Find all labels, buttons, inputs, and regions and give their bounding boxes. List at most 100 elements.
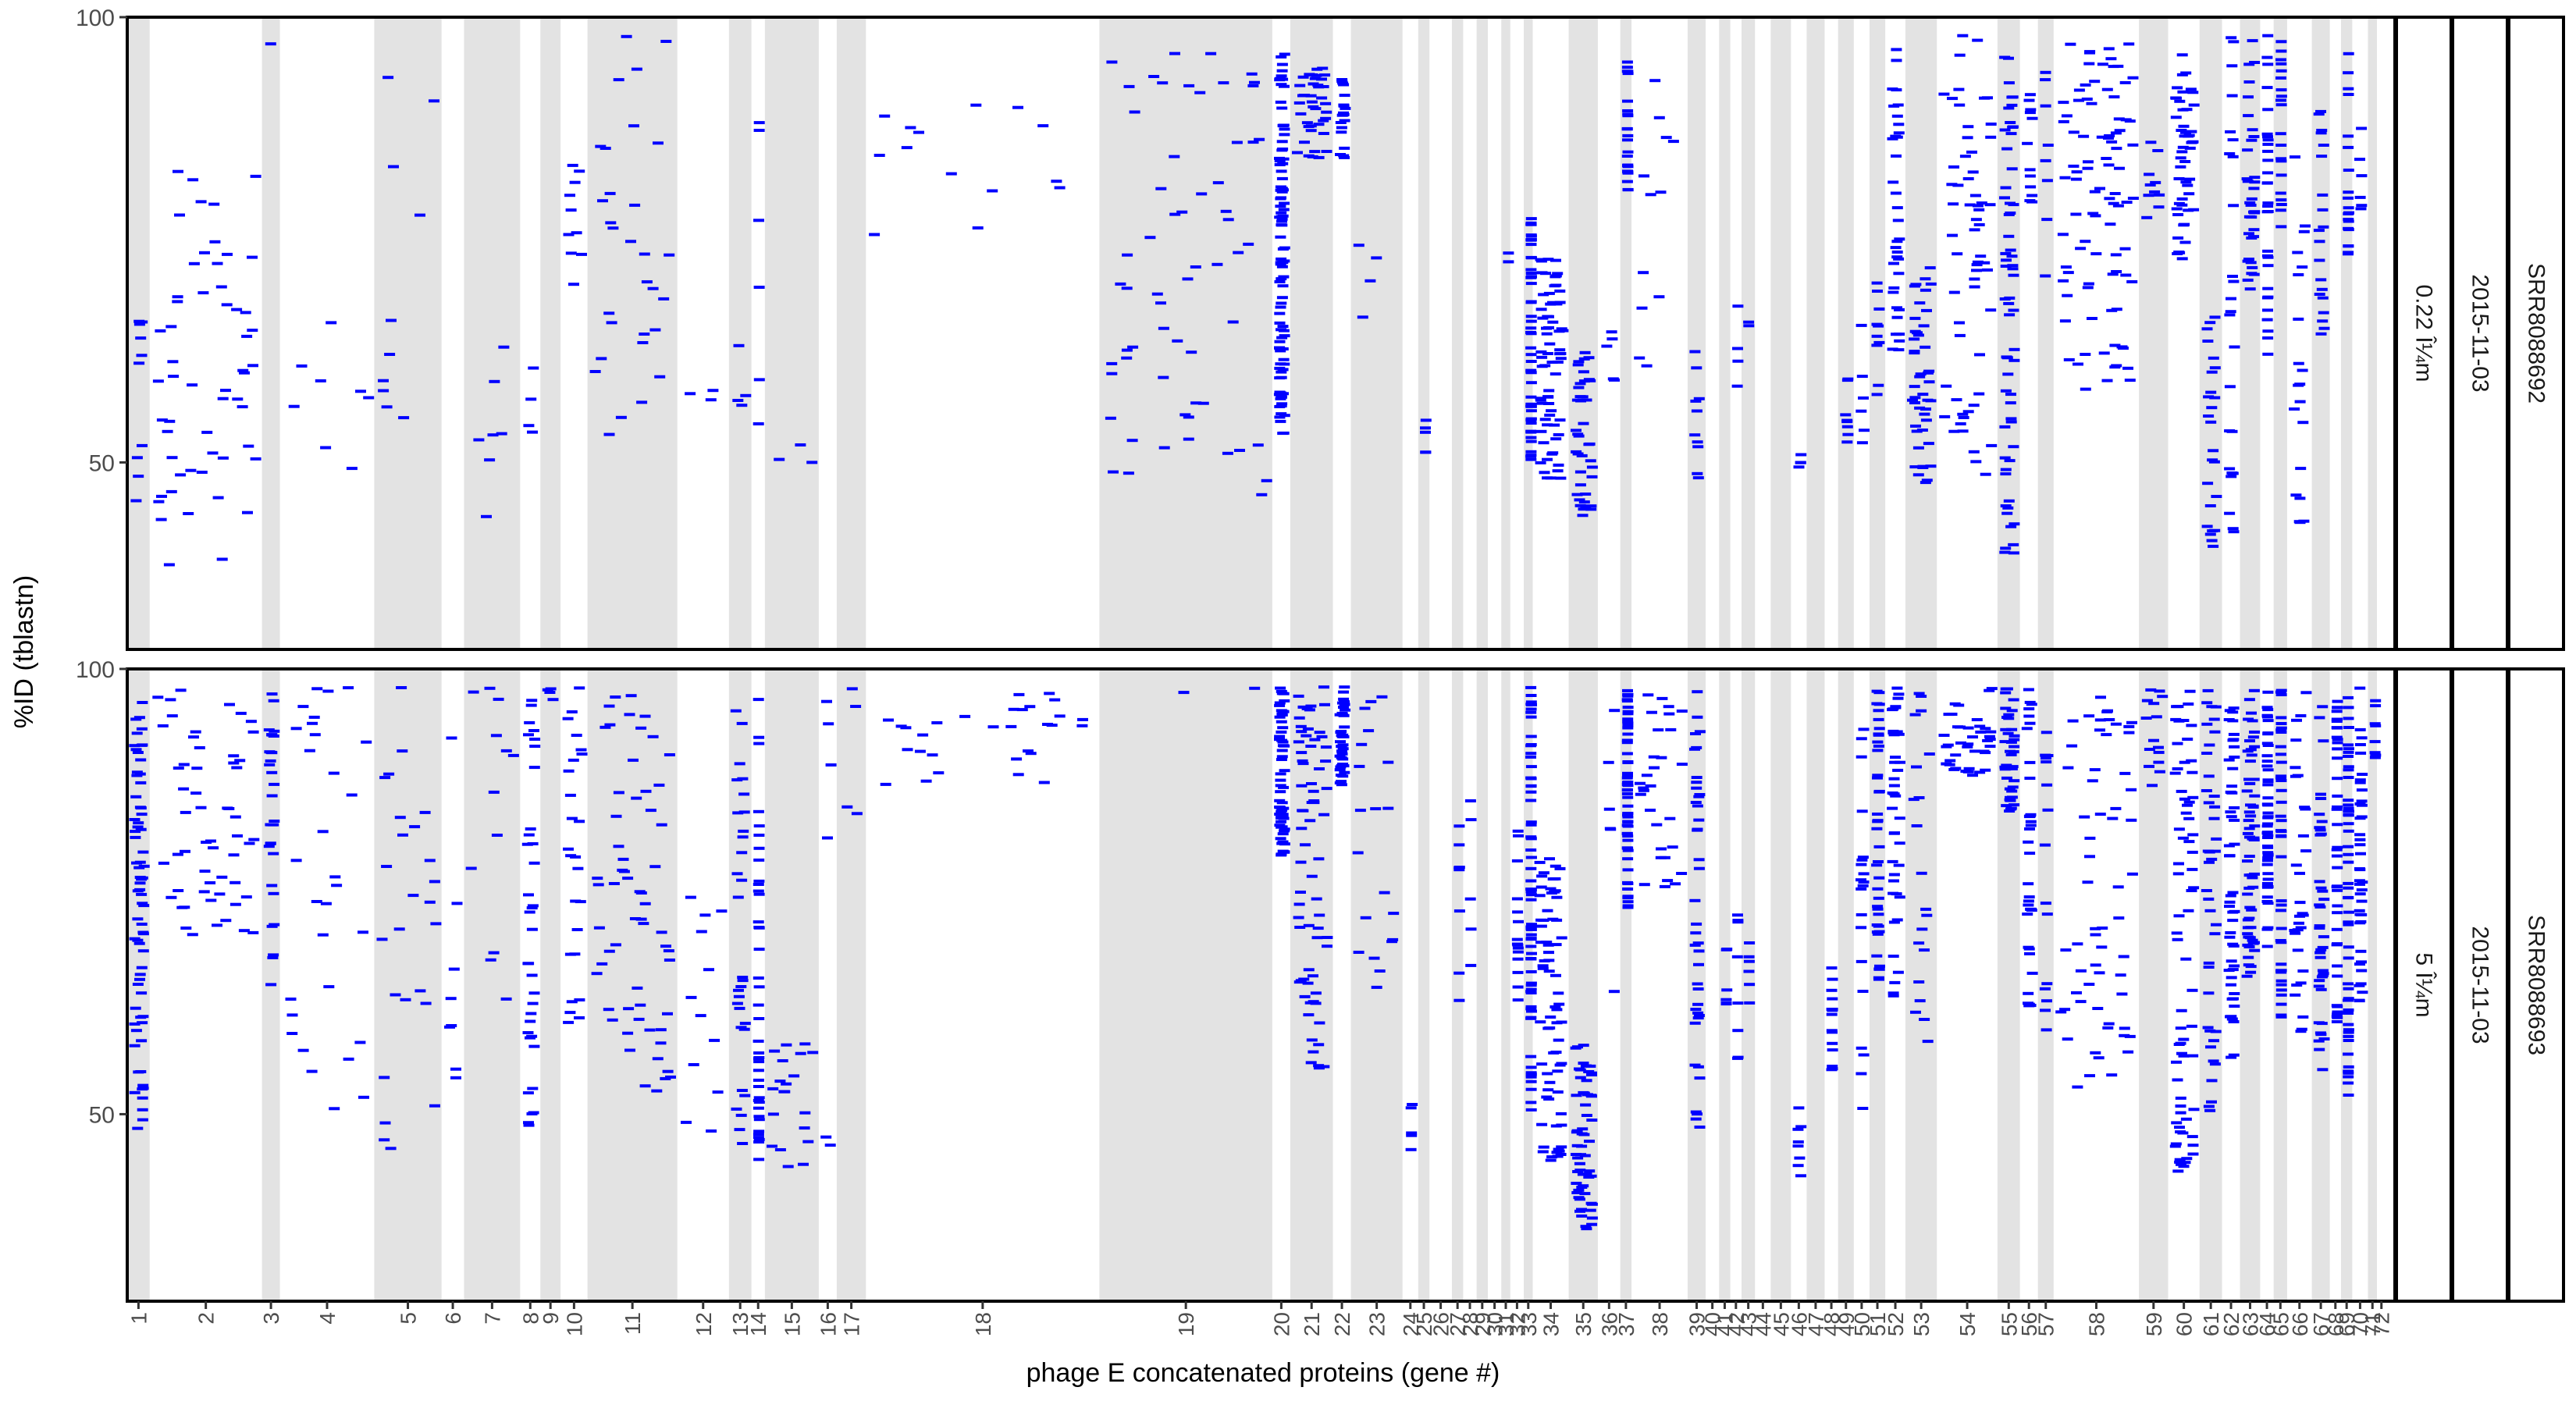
- hit-point: [2187, 140, 2199, 144]
- hit-point: [2005, 417, 2017, 421]
- hit-point: [1405, 1106, 1417, 1110]
- hit-point: [753, 1085, 764, 1088]
- hit-point: [1914, 406, 1926, 410]
- hit-point: [2183, 840, 2195, 844]
- x-tick-label: 16: [816, 1312, 840, 1336]
- hit-point: [1276, 328, 1286, 332]
- hit-point: [133, 716, 145, 720]
- gene-band-31: [1501, 669, 1510, 1301]
- hit-point: [2115, 973, 2126, 977]
- hit-point: [1856, 1046, 1867, 1050]
- hit-point: [1538, 871, 1550, 875]
- hit-point: [576, 252, 587, 256]
- hit-point: [2172, 86, 2183, 90]
- hit-point: [1872, 813, 1884, 816]
- hit-point: [1550, 437, 1562, 441]
- hit-point: [135, 1070, 147, 1073]
- hit-point: [1525, 346, 1537, 350]
- hit-point: [2343, 886, 2354, 890]
- x-tick-label: 37: [1614, 1312, 1638, 1336]
- hit-point: [2229, 909, 2240, 913]
- hit-point: [137, 902, 148, 905]
- hit-point: [2343, 895, 2354, 899]
- hit-point: [2005, 740, 2017, 744]
- hit-point: [1871, 827, 1883, 831]
- hits-gene-33: [1525, 685, 1537, 1112]
- hit-point: [1176, 210, 1188, 214]
- x-tick-label: 11: [621, 1312, 645, 1335]
- hit-point: [1535, 308, 1547, 311]
- hit-point: [1275, 686, 1286, 690]
- hit-point: [1840, 413, 1852, 417]
- hit-point: [1555, 357, 1567, 361]
- hit-point: [782, 1165, 794, 1168]
- hit-point: [2123, 42, 2135, 46]
- hit-point: [2275, 993, 2287, 997]
- x-tick-label: 2: [194, 1312, 219, 1325]
- hit-point: [927, 753, 938, 757]
- hits-gene-67: [2313, 705, 2330, 1072]
- hit-point: [1313, 857, 1325, 861]
- hit-point: [1275, 362, 1286, 366]
- hit-point: [1302, 727, 1314, 731]
- hit-point: [1986, 443, 1998, 447]
- hit-point: [1337, 747, 1349, 751]
- hit-point: [1871, 393, 1883, 397]
- hit-point: [2024, 852, 2036, 855]
- hit-point: [493, 697, 504, 701]
- hit-point: [1921, 913, 1933, 917]
- hit-point: [1123, 471, 1134, 475]
- hit-point: [2354, 867, 2365, 870]
- hit-point: [1525, 237, 1537, 241]
- hit-point: [1972, 204, 1984, 208]
- hit-point: [1299, 140, 1310, 144]
- hit-point: [1621, 823, 1633, 827]
- hit-point: [1638, 174, 1649, 178]
- hit-point: [1951, 398, 1962, 402]
- hit-point: [2025, 108, 2037, 112]
- gene-band-63: [2240, 669, 2261, 1301]
- hit-point: [2001, 355, 2012, 359]
- hit-point: [242, 510, 253, 514]
- hit-point: [424, 859, 436, 863]
- hit-point: [523, 1121, 534, 1125]
- hit-point: [2262, 845, 2273, 848]
- hit-point: [1891, 240, 1903, 244]
- hit-point: [2356, 960, 2367, 964]
- hit-point: [190, 791, 202, 795]
- hit-point: [266, 794, 278, 798]
- hit-point: [1909, 713, 1921, 717]
- hit-point: [1947, 233, 1958, 237]
- hit-point: [2357, 773, 2368, 776]
- hit-point: [1962, 136, 1973, 140]
- hit-point: [2175, 156, 2186, 160]
- hit-point: [2175, 1026, 2186, 1030]
- facet-strip-1: [2395, 667, 2453, 1303]
- hit-point: [987, 725, 999, 729]
- hit-point: [221, 303, 233, 307]
- hit-point: [197, 291, 209, 295]
- x-tick-label: 55: [1997, 1312, 2021, 1336]
- hit-point: [1276, 83, 1287, 87]
- hit-point: [1525, 353, 1537, 357]
- hit-point: [2243, 62, 2255, 66]
- hit-point: [736, 404, 748, 407]
- hit-point: [1586, 1073, 1597, 1076]
- hit-point: [753, 1078, 764, 1082]
- hits-gene-3: [265, 42, 276, 46]
- hit-point: [385, 1147, 397, 1151]
- hit-point: [2228, 1020, 2240, 1023]
- hit-point: [544, 691, 556, 694]
- hit-point: [1857, 1107, 1869, 1110]
- hit-point: [1976, 201, 1987, 205]
- hit-point: [2095, 695, 2106, 699]
- hit-point: [1276, 404, 1287, 407]
- hit-point: [1667, 140, 1679, 144]
- hit-point: [2249, 210, 2261, 214]
- hit-point: [639, 333, 650, 336]
- hit-point: [2024, 777, 2036, 780]
- hit-point: [1574, 382, 1586, 386]
- hit-point: [1909, 284, 1920, 288]
- hit-point: [1279, 127, 1290, 131]
- hit-point: [2332, 1010, 2343, 1014]
